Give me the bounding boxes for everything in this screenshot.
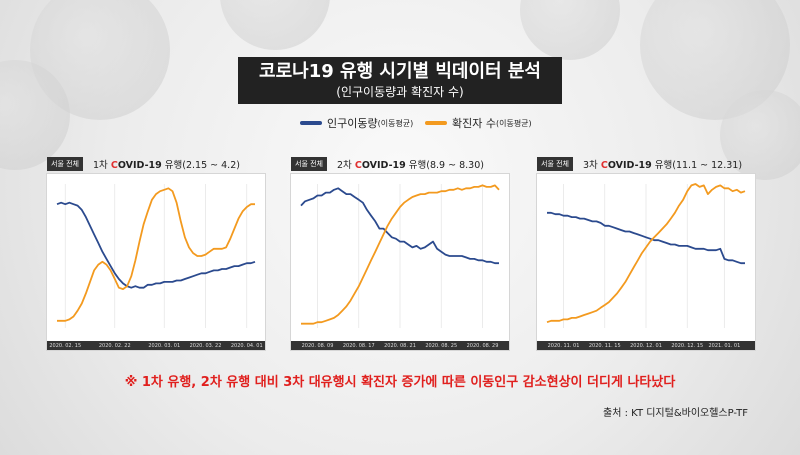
series-line-mobility [547,211,745,265]
legend-cases-swatch [425,121,447,125]
wave-suffix: 유행 [164,160,183,171]
x-tick-label: 2020. 03. 01 [148,343,181,349]
wave-suffix: 유행 [654,160,673,171]
title-box: 코로나19 유행 시기별 빅데이터 분석 (인구이동량과 확진자 수) [238,57,562,104]
chart-panel-3: 2020. 11. 01 2020. 11. 15 2020. 12. 01 2020… [536,173,756,351]
period: (8.9 ~ 8.30) [426,160,484,171]
legend-mobility-swatch [300,121,322,125]
panel-tag: 서울 전체 [291,157,327,171]
series-line-cases [57,187,255,322]
x-tick-label: 2020. 11. 01 [547,343,580,349]
x-tick-label: 2020. 12. 01 [630,343,662,349]
panel-title: 1차 COVID-19 유행(2.15 ~ 4.2) [93,157,240,171]
x-tick-label: 2020. 08. 21 [384,343,416,349]
panel-3-header: 서울 전체 3차 COVID-19 유행(11.1 ~ 12.31) [537,157,742,171]
x-axis-bar: 2020. 08. 09 2020. 08. 17 2020. 08. 21 2020… [291,341,509,350]
period: (11.1 ~ 12.31) [672,160,743,171]
x-tick-label: 2020. 08. 25 [425,343,458,349]
wave-label: 1차 [93,160,108,171]
x-tick-label: 2020. 04. 01 [230,343,263,349]
x-tick-label: 2020. 08. 09 [301,343,334,349]
legend-cases-label: 확진자 수 [452,117,496,130]
x-tick-label: 2021. 01. 01 [708,343,741,349]
covid-c: C [354,160,362,171]
chart-svg [56,184,256,328]
x-axis-bar: 2020. 02. 15 2020. 02. 22 2020. 03. 01 2020… [47,341,265,350]
x-tick-label: 2020. 11. 15 [588,343,621,349]
legend-mobility: 인구이동량 (이동평균) [300,115,413,131]
source-credit: 출처 : KT 디지털&바이오헬스P-TF [603,408,748,419]
chart-subtitle: (인구이동량과 확진자 수) [336,85,464,99]
panel-tag: 서울 전체 [537,157,573,171]
covid-rest: OVID-19 [361,160,406,171]
covid-c: C [110,160,118,171]
legend-mobility-note: (이동평균) [377,118,414,128]
panel-1-header: 서울 전체 1차 COVID-19 유행(2.15 ~ 4.2) [47,157,240,171]
legend-cases: 확진자 수 (이동평균) [425,115,532,131]
wave-label: 3차 [583,160,598,171]
x-tick-label: 2020. 08. 29 [466,343,499,349]
covid-rest: OVID-19 [607,160,652,171]
x-tick-label: 2020. 03. 22 [189,343,222,349]
x-tick-label: 2020. 12. 15 [671,343,704,349]
series-line-mobility [56,201,256,289]
x-tick-label: 2020. 02. 22 [98,343,131,349]
chart-svg [546,183,746,328]
footnote: ※ 1차 유행, 2차 유행 대비 3차 대유행시 확진자 증가에 따른 이동인… [124,375,676,390]
chart-svg [300,184,500,328]
series-line-cases [301,184,500,325]
wave-suffix: 유행 [408,160,427,171]
wave-label: 2차 [337,160,352,171]
legend-cases-note: (이동평균) [495,118,532,128]
x-tick-label: 2020. 02. 15 [49,343,82,349]
covid-c: C [600,160,608,171]
series-line-mobility [300,187,499,265]
panel-tag: 서울 전체 [47,157,83,171]
legend-mobility-label: 인구이동량 [327,117,378,130]
chart-title: 코로나19 유행 시기별 빅데이터 분석 [259,61,541,82]
chart-panel-1: 2020. 02. 15 2020. 02. 22 2020. 03. 01 2020… [46,173,266,351]
virus-decoration [720,90,800,180]
panel-2-header: 서울 전체 2차 COVID-19 유행(8.9 ~ 8.30) [291,157,484,171]
panel-title: 2차 COVID-19 유행(8.9 ~ 8.30) [337,157,484,171]
x-tick-label: 2020. 08. 17 [342,343,375,349]
series-line-cases [546,183,746,324]
panel-title: 3차 COVID-19 유행(11.1 ~ 12.31) [583,157,742,171]
chart-panel-2: 2020. 08. 09 2020. 08. 17 2020. 08. 21 2020… [290,173,510,351]
period: (2.15 ~ 4.2) [182,160,240,171]
covid-rest: OVID-19 [117,160,162,171]
x-axis-bar: 2020. 11. 01 2020. 11. 15 2020. 12. 01 2020… [537,341,755,350]
